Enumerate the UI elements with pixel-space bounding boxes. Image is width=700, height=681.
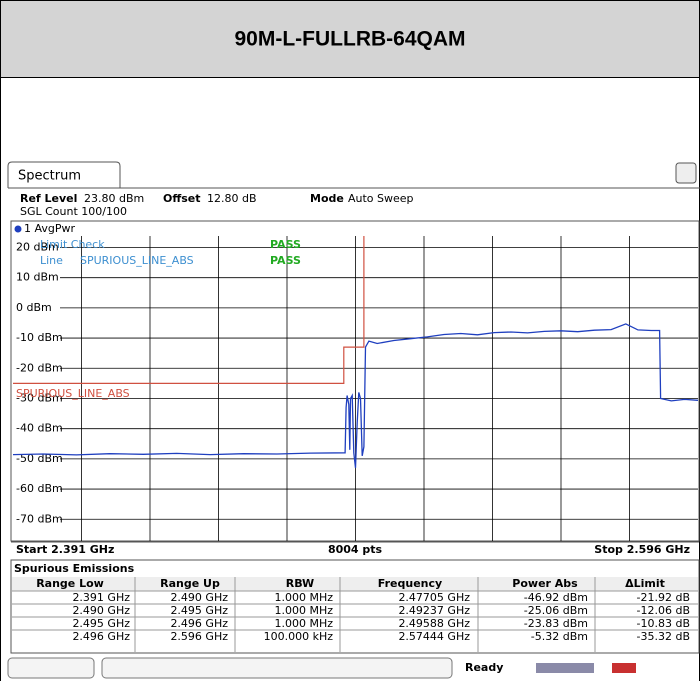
trace-label: 1 AvgPwr [24, 222, 75, 235]
y-tick-label: -60 dBm [16, 482, 63, 495]
table-cell: 2.47705 GHz [398, 591, 470, 604]
limit-line-label: SPURIOUS_LINE_ABS [16, 387, 130, 400]
table-cell: 2.496 GHz [170, 617, 228, 630]
points-label: 8004 pts [328, 543, 383, 556]
limit-line [13, 236, 365, 384]
column-header: Frequency [378, 577, 442, 590]
column-header: Range Low [36, 577, 104, 590]
table-cell: 100.000 kHz [264, 630, 334, 643]
table-cell: -5.32 dBm [531, 630, 588, 643]
table-cell: 1.000 MHz [274, 591, 333, 604]
status: Ready [465, 661, 503, 674]
plot-frame [10, 220, 700, 542]
column-header: RBW [286, 577, 314, 590]
table-cell: 2.596 GHz [170, 630, 228, 643]
header [0, 0, 700, 78]
y-tick-label: -40 dBm [16, 422, 63, 435]
table-title: Spurious Emissions [14, 562, 135, 575]
y-tick-label: 0 dBm [16, 301, 52, 314]
limit-check-label: Limit Check [40, 238, 105, 251]
table-cell: -25.06 dBm [524, 604, 588, 617]
y-tick-label: -70 dBm [16, 512, 63, 525]
line-label: Line [40, 254, 63, 267]
table-cell: 2.495 GHz [72, 617, 130, 630]
table-cell: -35.32 dB [637, 630, 691, 643]
column-header: Range Up [160, 577, 220, 590]
stop-label: Stop 2.596 GHz [594, 543, 690, 556]
status-box[interactable] [7, 657, 95, 679]
info-value: 12.80 dB [207, 192, 257, 205]
line-name: SPURIOUS_LINE_ABS [80, 254, 194, 267]
info-label: Ref Level [20, 192, 77, 205]
info-value: 23.80 dBm [84, 192, 144, 205]
y-tick-label: -50 dBm [16, 452, 63, 465]
table-cell: -12.06 dB [637, 604, 691, 617]
table-cell: 2.57444 GHz [398, 630, 470, 643]
line-result: PASS [270, 254, 301, 267]
table-cell: 2.490 GHz [170, 591, 228, 604]
table-cell: 2.495 GHz [170, 604, 228, 617]
trace [13, 323, 698, 468]
table-frame [10, 559, 700, 654]
tab-button[interactable] [675, 162, 697, 184]
table-cell: -23.83 dBm [524, 617, 588, 630]
info-label: Offset [163, 192, 201, 205]
tab-label[interactable]: Spectrum [18, 169, 81, 184]
status-box[interactable] [101, 657, 453, 679]
table-cell: -21.92 dB [637, 591, 691, 604]
table-cell: -46.92 dBm [524, 591, 588, 604]
progress [536, 663, 594, 673]
indicator [612, 663, 636, 673]
info-value: SGL Count 100/100 [20, 205, 127, 218]
table-cell: 2.496 GHz [72, 630, 130, 643]
table-cell: 2.391 GHz [72, 591, 130, 604]
table-cell: 1.000 MHz [274, 604, 333, 617]
y-tick-label: 10 dBm [16, 271, 59, 284]
limit-check-result: PASS [270, 238, 301, 251]
table-cell: 2.490 GHz [72, 604, 130, 617]
y-tick-label: 20 dBm [16, 240, 59, 253]
y-tick-label: -30 dBm [16, 391, 63, 404]
trace-dot [14, 225, 22, 233]
start-label: Start 2.391 GHz [16, 543, 114, 556]
header-title: 90M-L-FULLRB-64QAM [235, 28, 466, 51]
y-tick-label: -20 dBm [16, 361, 63, 374]
table-cell: -10.83 dB [637, 617, 691, 630]
column-header: Power Abs [512, 577, 578, 590]
table-cell: 2.49237 GHz [398, 604, 470, 617]
column-header: ΔLimit [625, 577, 665, 590]
table-cell: 1.000 MHz [274, 617, 333, 630]
info-label: Mode [310, 192, 344, 205]
info-value: Auto Sweep [348, 192, 414, 205]
table-header-bg [12, 577, 698, 591]
y-tick-label: -10 dBm [16, 331, 63, 344]
tab[interactable] [7, 161, 121, 188]
table-cell: 2.49588 GHz [398, 617, 470, 630]
